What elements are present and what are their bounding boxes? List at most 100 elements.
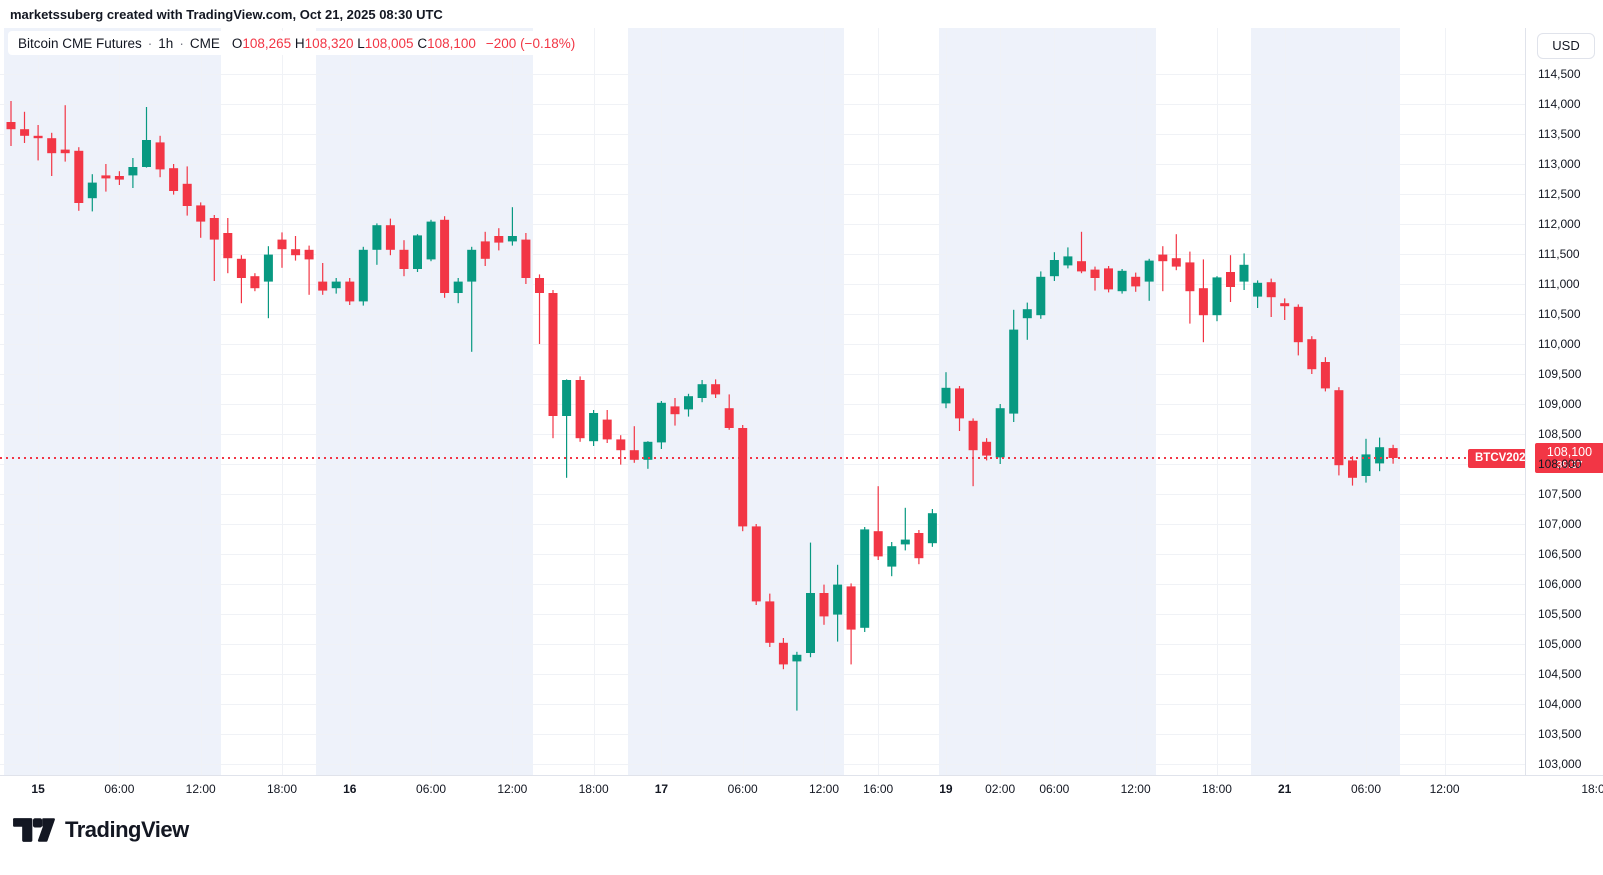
candle-up [806,593,815,653]
candle-up [331,281,341,289]
time-axis[interactable]: 15 06:00 12:00 18:00 16 06:00 12:00 18:00 17 06:0… [0,775,1603,804]
session-band [315,28,533,775]
candle-down [602,419,612,440]
candle-down [345,281,355,302]
candle-down [114,176,124,180]
gridline-v [282,28,283,775]
gridline-h [0,674,1525,675]
session-band [1250,28,1400,775]
tradingview-logo[interactable]: TradingView [12,816,189,844]
price-tick-label: 106,000 [1538,577,1582,591]
tradingview-wordmark: TradingView [65,817,189,842]
price-tick-label: 107,500 [1538,487,1582,501]
candle-down [1198,288,1208,316]
candle-down [399,249,409,269]
candle-wick [633,426,635,463]
time-tick-label: 18:00 [578,782,609,796]
price-tick-label: 113,000 [1538,157,1581,171]
price-tick-label: 109,500 [1538,367,1582,381]
candle-down [318,281,328,291]
price-tick-label: 104,000 [1538,697,1582,711]
symbol-legend[interactable]: Bitcoin CME Futures · 1h · CME O108,265 … [8,31,586,55]
price-tick-label: 111,000 [1538,277,1580,291]
candle-wick [308,245,310,295]
price-tick-label: 105,000 [1538,637,1582,651]
candle-down [724,408,734,428]
candle-down [955,388,964,419]
high-label: H [294,35,305,51]
candlestick-series [6,101,1398,711]
candle-down [1334,390,1344,466]
candle-down [1348,460,1357,478]
candle-down [914,533,924,559]
candle-down [1226,272,1235,287]
candle-wick [1094,266,1096,291]
gridline-h [0,554,1525,555]
price-tick-label: 106,500 [1538,547,1582,561]
gridline-v [742,28,744,775]
gridline-v [1444,28,1446,775]
symbol-tag: BTCV2025 [1468,448,1525,468]
legend-separator: · [147,35,153,51]
candle-up [87,182,97,199]
bar-countdown: 39:37 [1556,459,1583,471]
candle-up [1009,329,1019,414]
price-axis[interactable]: USD 108,100 39:37 114,500 114,000 113,500 1… [1525,28,1603,775]
open-value: 108,265 [242,35,292,51]
candle-wick [64,105,66,162]
gridline-h [0,584,1525,585]
candle-up [941,387,951,404]
candle-down [629,450,639,460]
price-tick-label: 112,500 [1538,187,1581,201]
candle-wick [1284,298,1286,320]
candle-down [385,225,395,250]
candle-up [372,225,382,250]
attribution-text: marketssuberg created with TradingView.c… [10,7,443,22]
price-tick-label: 114,500 [1538,67,1581,81]
candle-up [562,380,572,416]
gridline-v [1366,28,1367,775]
candle-down [494,236,504,243]
candle-up [1361,454,1371,476]
gridline-h [0,224,1525,225]
candle-down [480,241,490,259]
price-tick-label: 112,000 [1538,217,1581,231]
gridline-v [119,28,121,775]
gridline-v [431,28,433,775]
candle-wick [566,379,568,478]
gridline-h [0,614,1525,615]
price-tick-label: 109,000 [1538,397,1582,411]
candle-down [1280,303,1290,307]
candle-up [1063,256,1073,266]
currency-toggle-button[interactable]: USD [1537,33,1595,59]
candle-down [1388,448,1398,458]
gridline-h [0,374,1525,375]
candle-up [927,513,937,544]
chart-pane[interactable]: BTCV2025 [0,28,1525,775]
candle-down [182,183,192,206]
candle-down [1185,262,1195,292]
gridline-h [0,194,1525,195]
price-tick-label: 103,000 [1538,757,1582,771]
current-price-line [0,457,1468,459]
candle-down [60,149,70,154]
close-label: C [417,35,428,51]
candle-wick [877,486,879,560]
candle-down [873,531,883,557]
low-label: L [357,35,365,51]
candle-up [142,140,151,167]
candle-up [900,539,910,545]
candle-up [507,236,517,242]
time-tick-label: 12:00 [808,782,840,796]
candle-down [968,420,978,451]
candle-down [670,406,680,415]
gridline-h [0,764,1525,765]
candle-down [575,380,585,439]
candle-up [1253,282,1263,297]
legend-interval: 1h [158,35,174,51]
time-tick-label: 02:00 [985,782,1016,796]
candle-down [209,218,219,240]
candle-down [1171,258,1181,267]
price-tick-label: 105,500 [1538,607,1582,621]
candle-down [304,249,314,260]
